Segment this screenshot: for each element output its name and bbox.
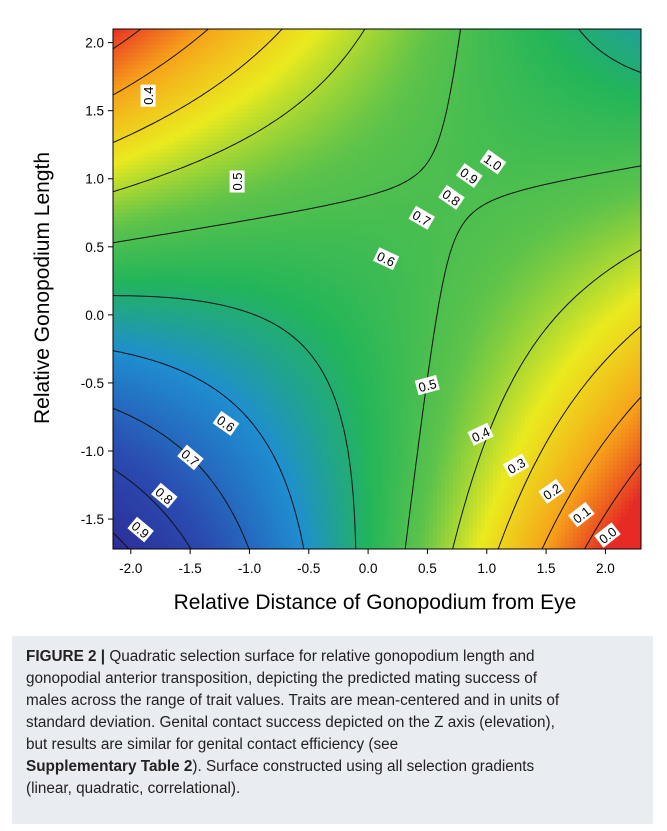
x-tick-label: 0.0: [359, 561, 378, 576]
y-tick-label: 2.0: [85, 36, 104, 51]
contour-label-background: [212, 410, 240, 436]
x-tick-label: 0.5: [418, 561, 437, 576]
caption-line-5: but results are similar for genital cont…: [26, 736, 399, 753]
contour-line-0.6: [113, 29, 641, 549]
contour-label-background: [568, 501, 595, 528]
contour-label-background: [538, 478, 566, 504]
x-tick-label: -1.0: [238, 561, 261, 576]
contour-label: 0.4: [467, 422, 494, 446]
x-axis-label: Relative Distance of Gonopodium from Eye: [174, 591, 577, 614]
contour-label: 0.4: [140, 84, 156, 107]
x-tick-label: 1.0: [477, 561, 496, 576]
contour-label-background: [414, 375, 440, 396]
contour-label-background: [438, 184, 465, 210]
caption-line-6: ). Surface constructed using all selecti…: [192, 758, 535, 775]
y-axis-label: Relative Gonopodium Length: [31, 152, 54, 424]
y-tick-label: -1.5: [81, 512, 104, 527]
y-tick-label: 0.0: [85, 308, 104, 323]
y-tick-label: 1.5: [85, 104, 104, 119]
contour-label: 0.6: [372, 247, 400, 271]
figure-caption: FIGURE 2 | Quadratic selection surface f…: [12, 636, 653, 824]
y-tick-label: 1.0: [85, 172, 104, 187]
contour-label-background: [455, 163, 483, 189]
contour-label-background: [479, 149, 507, 175]
x-tick-label: 1.5: [537, 561, 556, 576]
contour-label-text: 0.4: [469, 424, 492, 445]
x-tick-label: -1.5: [178, 561, 201, 576]
caption-figure-number: FIGURE 2 |: [26, 648, 106, 665]
y-axis-ticks: 2.0 1.5 1.0 0.5 0.0 -0.5 -1.0 -1.5: [81, 36, 113, 527]
contour-label-text: 0.5: [417, 376, 438, 395]
contour-label: 0.5: [414, 375, 440, 396]
caption-line-1: Quadratic selection surface for relative…: [109, 648, 535, 665]
caption-line-7: (linear, quadratic, correlational).: [26, 780, 241, 797]
y-tick-label: -1.0: [81, 444, 104, 459]
contour-label-background: [177, 444, 204, 471]
caption-line-4: standard deviation. Genital contact succ…: [26, 714, 555, 731]
x-tick-label: 2.0: [596, 561, 615, 576]
contour-label-background: [140, 84, 156, 107]
x-tick-label: -2.0: [119, 561, 142, 576]
contour-line-0.9: [113, 29, 641, 549]
contour-label-background: [408, 205, 436, 230]
contour-label-background: [467, 422, 494, 446]
contour-label-background: [229, 170, 245, 193]
contour-label: 0.5: [229, 170, 245, 193]
contour-label-text: 0.4: [141, 87, 156, 105]
contour-lines: [113, 29, 641, 549]
contour-line-0.7: [113, 29, 641, 549]
contour-line-0.8: [113, 29, 641, 549]
contour-label-background: [594, 522, 621, 548]
caption-supplementary-ref[interactable]: Supplementary Table 2: [26, 758, 193, 775]
contour-label-background: [151, 482, 178, 509]
contour-label-background: [372, 247, 400, 271]
contour-line-0.4: [113, 350, 305, 549]
y-tick-label: 0.5: [85, 240, 104, 255]
contour-label-background: [127, 516, 154, 543]
x-axis-ticks: -2.0 -1.5 -1.0 -0.5 0.0 0.5 1.0 1.5 2.0: [119, 549, 615, 576]
x-tick-label: -0.5: [297, 561, 320, 576]
y-tick-label: -0.5: [81, 376, 104, 391]
contour-label-text: 0.6: [375, 248, 398, 269]
caption-line-2: gonopodial anterior transposition, depic…: [26, 670, 538, 687]
surface-heatmap: [113, 29, 641, 549]
contour-label-background: [502, 453, 530, 478]
contour-line-0.5: [113, 29, 641, 549]
caption-line-3: males across the range of trait values. …: [26, 692, 560, 709]
plot-area-border: [112, 28, 642, 550]
contour-chart: 0.40.51.00.90.80.70.60.50.40.30.20.10.00…: [31, 28, 642, 614]
contour-label-text: 0.5: [230, 172, 245, 190]
contour-line-1.0: [113, 29, 641, 549]
